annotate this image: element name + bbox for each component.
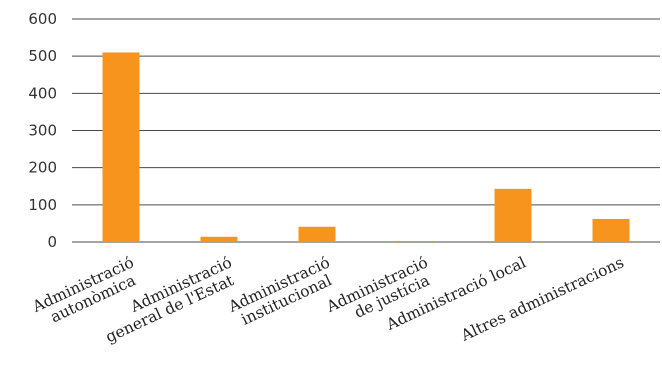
y-tick-label: 500 bbox=[28, 47, 57, 65]
gridlines bbox=[72, 18, 660, 243]
y-tick-label: 200 bbox=[28, 159, 57, 177]
x-tick-label: Administracióinstitucional bbox=[225, 253, 340, 331]
y-axis-ticks: 0 100 200 300 400 500 600 bbox=[28, 10, 57, 251]
x-tick-label-line: Altres administracions bbox=[457, 253, 626, 345]
y-tick-label: 0 bbox=[47, 233, 57, 251]
bar[interactable] bbox=[396, 241, 434, 242]
x-tick-label: Altres administracions bbox=[457, 253, 626, 345]
bar[interactable] bbox=[102, 52, 140, 243]
bars bbox=[102, 52, 630, 243]
bar[interactable] bbox=[298, 226, 336, 242]
bar[interactable] bbox=[494, 188, 532, 242]
y-tick-label: 600 bbox=[28, 10, 57, 28]
bar[interactable] bbox=[592, 218, 630, 242]
bar[interactable] bbox=[200, 236, 238, 242]
x-axis-labels: AdministracióautonòmicaAdministraciógene… bbox=[29, 253, 627, 346]
y-tick-label: 300 bbox=[28, 122, 57, 140]
y-tick-label: 100 bbox=[28, 196, 57, 214]
y-tick-label: 400 bbox=[28, 84, 57, 102]
